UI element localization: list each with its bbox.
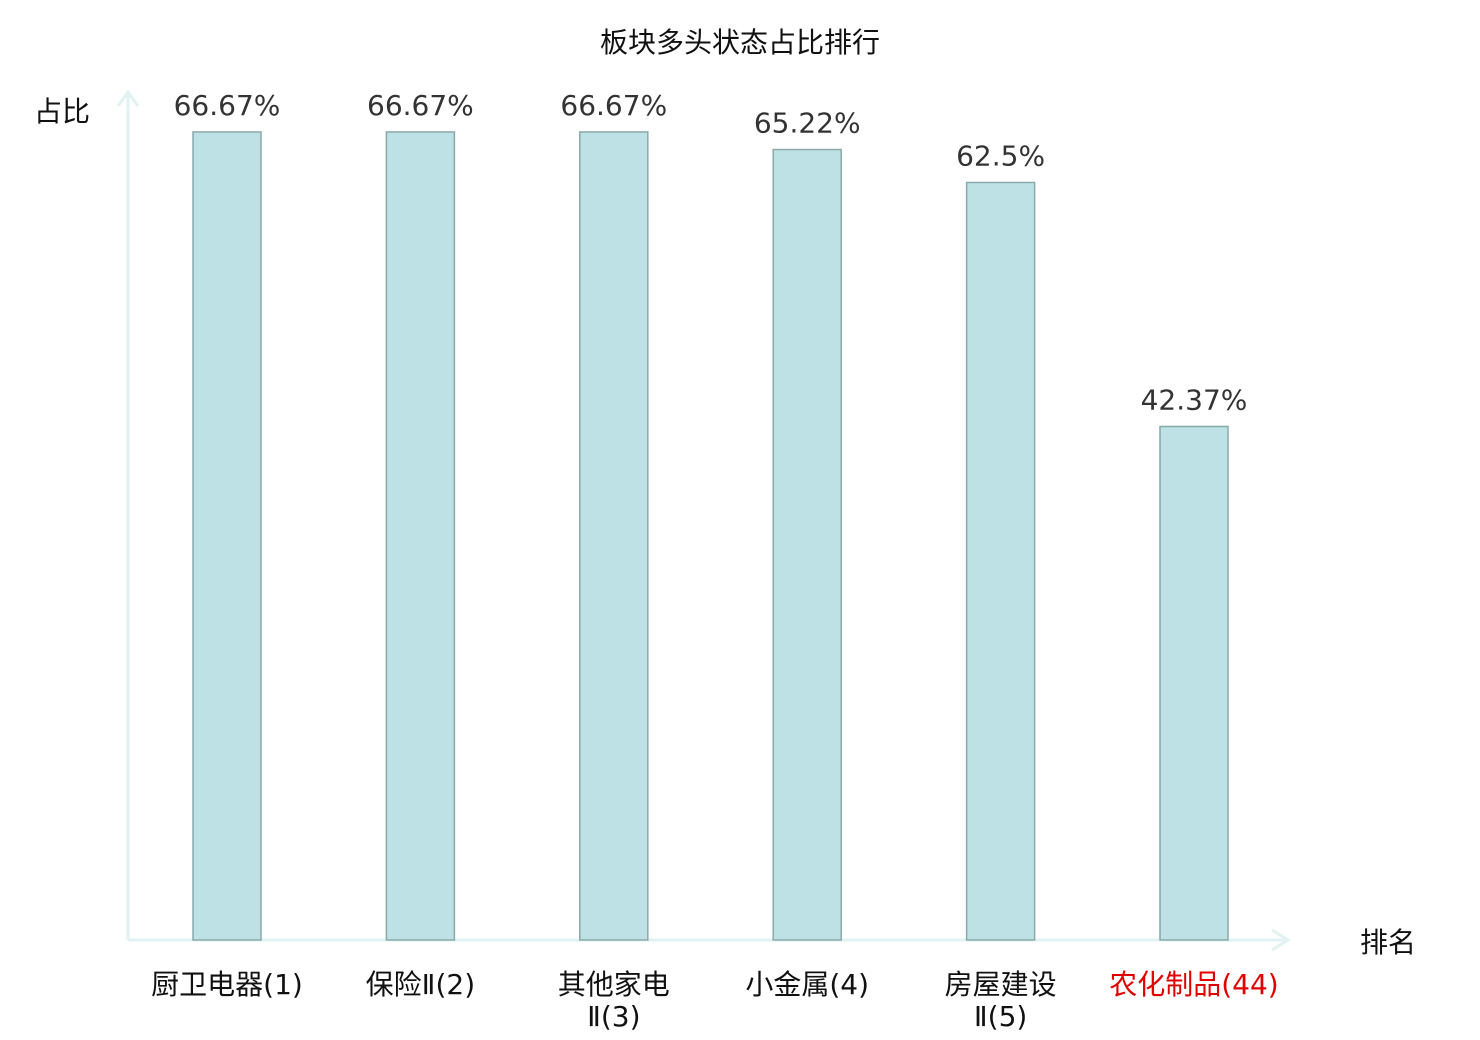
bar-1	[192, 131, 262, 941]
category-label-1: 厨卫电器(1)	[151, 968, 303, 1001]
bar-2	[385, 131, 456, 941]
chart-title: 板块多头状态占比排行	[600, 26, 880, 59]
x-axis-arrow-icon	[1271, 928, 1291, 952]
value-label-6: 42.37%	[1141, 383, 1248, 416]
value-label-3: 66.67%	[560, 89, 667, 122]
category-label-2: 保险Ⅱ(2)	[366, 968, 475, 1001]
bars-group	[192, 131, 1229, 941]
category-label-6: 农化制品(44)	[1109, 968, 1278, 1001]
bar-4	[772, 148, 842, 941]
y-axis-label: 占比	[34, 95, 90, 128]
bar-3	[579, 131, 649, 941]
category-label-4: 小金属(4)	[745, 968, 869, 1001]
value-label-5: 62.5%	[956, 140, 1045, 173]
y-axis-arrow-icon	[116, 89, 140, 107]
category-label-5-line-2: Ⅱ(5)	[974, 1000, 1027, 1033]
value-label-4: 65.22%	[754, 107, 861, 140]
value-label-2: 66.67%	[367, 89, 474, 122]
bar-5	[965, 181, 1036, 941]
x-axis-label: 排名	[1360, 926, 1416, 959]
bar-6	[1159, 425, 1229, 941]
category-label-5-line-1: 房屋建设	[945, 968, 1057, 1001]
y-axis	[116, 89, 140, 940]
value-label-1: 66.67%	[174, 89, 281, 122]
category-label-3-line-1: 其他家电	[558, 968, 670, 1001]
value-labels-group: 66.67% 66.67% 66.67% 65.22% 62.5% 42.37%	[174, 89, 1248, 417]
category-label-3-line-2: Ⅱ(3)	[587, 1000, 640, 1033]
x-axis	[128, 928, 1291, 952]
